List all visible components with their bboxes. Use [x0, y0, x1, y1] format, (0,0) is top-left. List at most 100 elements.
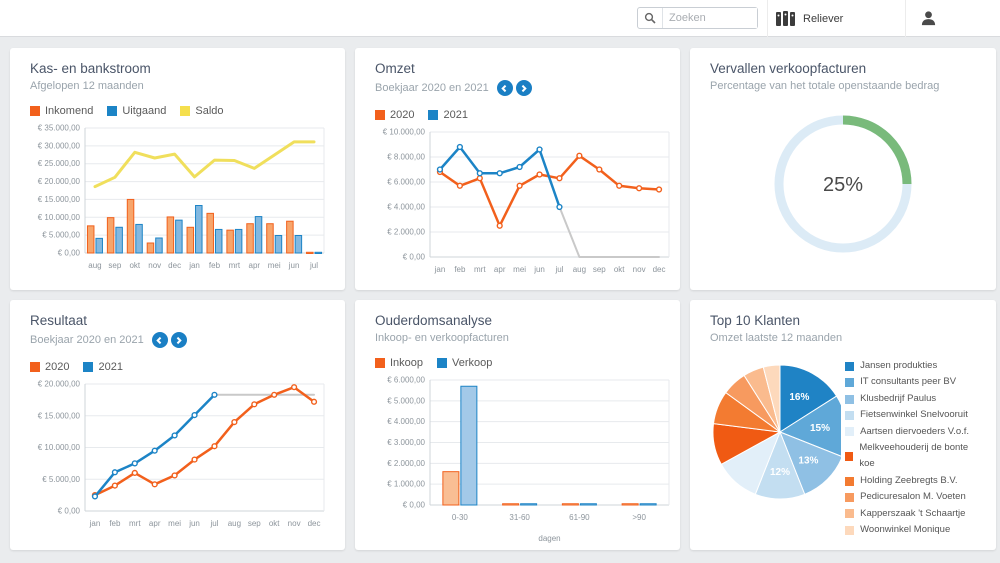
legend-swatch	[845, 451, 854, 461]
legend-swatch	[845, 410, 855, 420]
bar-Uitgaand	[294, 235, 303, 254]
legend-label: Verkoop	[452, 357, 493, 369]
previous-period-button[interactable]	[151, 332, 168, 348]
pie-slice	[779, 364, 838, 433]
marker-2021	[556, 203, 563, 211]
legend-item: Woonwinkel Monique	[845, 522, 976, 538]
next-period-button[interactable]	[170, 332, 187, 348]
legend-label: Woonwinkel Monique	[860, 524, 951, 536]
marker-2020	[131, 469, 138, 477]
pie-slice-label: 13%	[798, 455, 818, 466]
bar-Uitgaand	[95, 237, 103, 254]
marker-2021	[496, 170, 503, 177]
legend-item: Uitgaand	[107, 105, 166, 117]
x-axis-tick: jul	[554, 265, 563, 274]
widget-resultaat: Resultaat Boekjaar 2020 en 2021 2020 2021…	[10, 300, 345, 550]
top10-klanten-pie-chart: 16% 15% 13% 12%	[712, 364, 842, 500]
chart-legend: 2020 2021	[30, 361, 325, 373]
topbar-divider	[767, 0, 768, 37]
y-axis-tick: € 3.000,00	[387, 438, 425, 447]
user-icon	[921, 11, 935, 26]
x-axis-tick: nov	[633, 265, 646, 274]
legend-label: Inkomend	[45, 105, 94, 117]
legend-swatch	[845, 492, 855, 502]
widget-subtitle: Percentage van het totale openstaande be…	[710, 80, 940, 92]
y-axis-tick: € 2.000,00	[387, 228, 425, 237]
y-axis-tick: € 0,00	[58, 507, 81, 516]
search-icon	[638, 8, 663, 28]
user-menu-button[interactable]	[912, 0, 944, 37]
next-period-button[interactable]	[515, 80, 532, 96]
bar-Inkomend	[306, 251, 314, 254]
marker-2021	[516, 163, 523, 171]
x-axis-tick: 0-30	[452, 513, 469, 522]
legend-label: Aartsen diervoeders V.o.f.	[860, 425, 970, 437]
bar-Uitgaand	[135, 223, 143, 254]
legend-item: Kapperszaak 't Schaartje	[845, 506, 976, 522]
x-axis-tick: feb	[209, 261, 221, 270]
marker-2020	[231, 418, 238, 426]
x-axis-tick: apr	[149, 519, 161, 528]
pie-legend: Jansen produkties IT consultants peer BV K…	[845, 358, 976, 538]
y-axis-tick: € 5.000,00	[42, 475, 80, 484]
marker-2020	[271, 391, 278, 398]
marker-2021	[151, 447, 158, 454]
widget-subtitle: Afgelopen 12 maanden	[30, 80, 144, 92]
legend-label: 2020	[45, 361, 70, 373]
legend-swatch	[375, 358, 385, 368]
bar-Verkoop	[520, 503, 538, 506]
x-axis-tick: okt	[614, 265, 625, 274]
x-axis-tick: feb	[109, 519, 121, 528]
bar-Uitgaand	[115, 226, 123, 254]
widget-subtitle: Boekjaar 2020 en 2021	[30, 334, 144, 346]
legend-swatch	[107, 106, 118, 116]
widget-title: Omzet	[375, 61, 415, 76]
bar-Inkomend	[266, 223, 274, 254]
legend-swatch	[180, 106, 191, 116]
pie-slice-label: 12%	[770, 467, 790, 478]
bar-Inkoop	[621, 503, 639, 506]
marker-2020	[151, 481, 158, 488]
x-axis-tick: jun	[533, 265, 545, 274]
bar-Inkomend	[226, 229, 234, 254]
pie-slice	[762, 364, 781, 433]
x-axis-tick: dec	[308, 519, 321, 528]
marker-2021	[456, 143, 463, 151]
legend-label: Inkoop	[390, 357, 424, 369]
legend-label: 2020	[390, 109, 415, 121]
x-axis-tick: mrt	[129, 519, 141, 528]
marker-2020	[251, 401, 258, 408]
line-2020	[93, 385, 316, 497]
legend-swatch	[845, 378, 855, 388]
line-Saldo	[93, 140, 316, 189]
legend-item: 2021	[428, 109, 468, 121]
previous-period-button[interactable]	[496, 80, 513, 96]
search-input[interactable]	[663, 8, 757, 28]
legend-item: Verkoop	[437, 357, 492, 369]
y-axis-tick: € 35.000,00	[38, 124, 81, 133]
legend-item: IT consultants peer BV	[845, 374, 976, 390]
legend-item: Saldo	[180, 105, 224, 117]
marker-2020	[211, 443, 218, 450]
legend-swatch	[845, 361, 855, 371]
marker-2021	[476, 170, 483, 177]
topbar-divider	[905, 0, 906, 37]
bar-Inkomend	[86, 225, 95, 254]
legend-swatch	[428, 110, 439, 120]
y-axis-tick: € 15.000,00	[38, 411, 81, 420]
pie-slice	[779, 431, 842, 495]
kas-bankstroom-chart: € 0,00 € 5.000,00 € 10.000,00 € 15.000,00 € …	[38, 124, 325, 270]
legend-label: Pedicuresalon M. Voeten	[860, 491, 966, 503]
legend-item: 2020	[30, 361, 69, 373]
administration-selector[interactable]: Reliever	[776, 0, 843, 37]
chart-legend: Inkoop Verkoop	[375, 357, 660, 369]
legend-label: Kapperszaak 't Schaartje	[860, 507, 966, 519]
pie-slice-label: 15%	[810, 423, 830, 434]
x-axis-tick: okt	[129, 261, 140, 270]
line-2020	[438, 154, 661, 228]
x-axis-tick: okt	[269, 519, 280, 528]
widget-title: Ouderdomsanalyse	[375, 313, 493, 328]
marker-2020	[310, 398, 318, 405]
x-axis-tick: feb	[454, 265, 466, 274]
marker-2020	[111, 482, 118, 489]
